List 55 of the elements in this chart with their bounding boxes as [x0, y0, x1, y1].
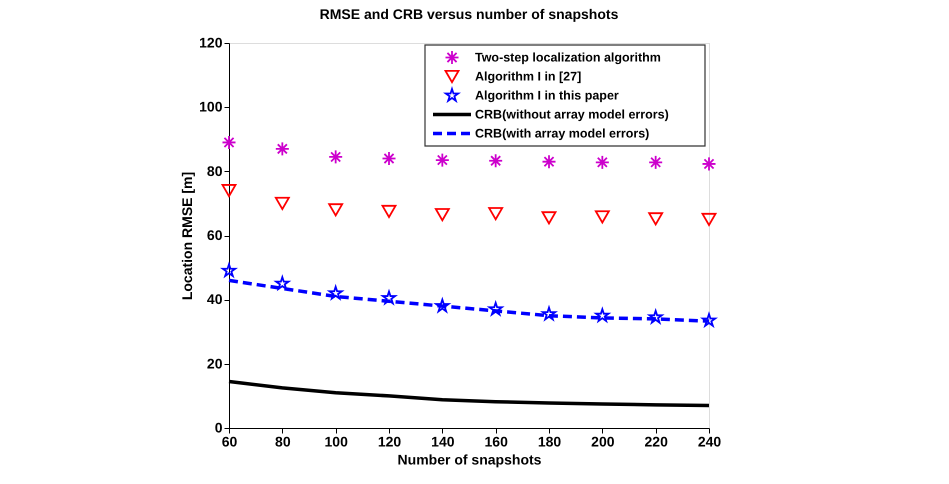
- point: [274, 141, 290, 156]
- x-tick-label: 100: [324, 434, 348, 450]
- x-tick-label: 80: [275, 434, 291, 450]
- point: [434, 208, 450, 222]
- point: [542, 306, 556, 320]
- point: [702, 156, 716, 172]
- point: [488, 302, 503, 316]
- point: [702, 212, 716, 226]
- point: [542, 211, 556, 224]
- legend-label: Two-step localization algorithm: [475, 50, 661, 64]
- legend-label: Algorithm I in this paper: [475, 88, 619, 102]
- x-tick-label: 60: [222, 434, 238, 450]
- point: [382, 151, 396, 166]
- y-tick-label: 100: [199, 98, 223, 115]
- point: [594, 154, 610, 170]
- point: [328, 286, 343, 300]
- point: [648, 310, 663, 324]
- y-tick-label: 20: [206, 355, 223, 372]
- point: [594, 210, 610, 224]
- point: [434, 152, 450, 168]
- point: [222, 184, 236, 198]
- point: [382, 290, 396, 304]
- point: [328, 203, 344, 216]
- point: [488, 153, 504, 168]
- y-tick-label: 120: [199, 34, 223, 50]
- point: [648, 154, 664, 170]
- x-tick-label: 240: [698, 434, 722, 450]
- y-tick-label: 60: [206, 227, 223, 243]
- legend-label: CRB(without array model errors): [475, 108, 669, 122]
- point: [275, 276, 290, 290]
- point: [542, 154, 556, 170]
- x-tick-label: 180: [538, 434, 562, 450]
- x-tick-label: 120: [378, 434, 402, 450]
- point: [488, 207, 504, 220]
- point: [222, 135, 236, 150]
- point: [648, 212, 664, 226]
- point: [222, 263, 236, 277]
- chart-title: RMSE and CRB versus number of snapshots: [320, 6, 619, 22]
- x-tick-label: 220: [644, 434, 668, 450]
- point: [382, 204, 396, 218]
- point: [435, 298, 450, 312]
- x-tick-label: 160: [484, 434, 508, 450]
- legend-label: Algorithm I in [27]: [475, 70, 582, 84]
- legend-label: CRB(with array model errors): [475, 126, 650, 140]
- point: [328, 149, 344, 164]
- y-tick-label: 0: [214, 420, 223, 436]
- x-tick-label: 200: [591, 434, 615, 450]
- x-axis-title: Number of snapshots: [398, 452, 542, 468]
- point: [274, 196, 290, 210]
- y-tick-label: 80: [206, 162, 223, 179]
- y-axis-title: Location RMSE [m]: [179, 172, 196, 300]
- x-tick-label: 140: [431, 434, 455, 450]
- point: [595, 308, 610, 322]
- y-tick-label: 40: [206, 291, 223, 308]
- point: [702, 313, 716, 327]
